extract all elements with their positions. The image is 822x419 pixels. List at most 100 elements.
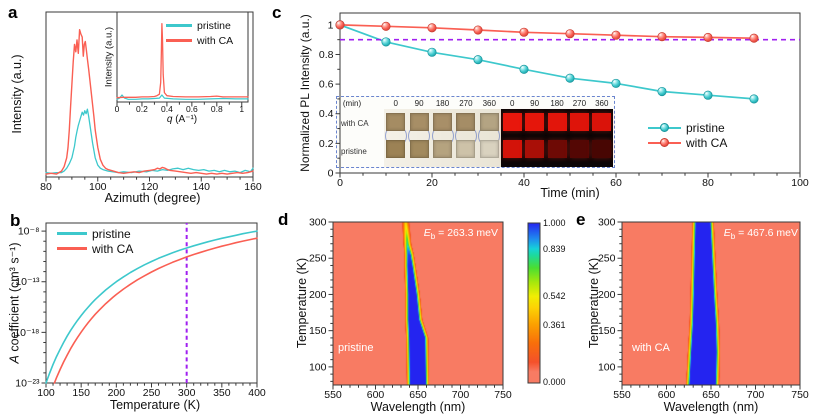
- panel-a-x-axis-title: Azimuth (degree): [104, 191, 201, 205]
- inset-x-title-symbol: q: [166, 114, 173, 125]
- legend-label-with-ca: with CA: [197, 34, 234, 47]
- daylight-square-with-ca: [456, 113, 476, 131]
- data-point-pristine: [519, 64, 529, 74]
- colorbar-label-2: 0.839: [543, 244, 566, 254]
- data-curve: [339, 24, 755, 40]
- uv-square-pristine: [525, 140, 545, 158]
- data-point-pristine: [381, 37, 391, 47]
- photo-time-label: 90: [414, 99, 424, 108]
- data-point-pristine: [335, 20, 345, 30]
- data-curve: [339, 24, 755, 100]
- tick-label: 200: [309, 289, 327, 301]
- tick-label: 0.2: [319, 138, 334, 150]
- data-point-with-CA: [381, 21, 391, 31]
- tick-label: 80: [702, 177, 714, 189]
- legend-label-with-ca: with CA: [92, 241, 134, 256]
- photo-time-label: 270: [459, 99, 473, 108]
- data-point-pristine: [473, 55, 483, 65]
- tick-label: 1: [239, 104, 244, 114]
- panel-b-label: b: [10, 211, 21, 230]
- data-point-with-CA: [519, 27, 529, 37]
- inset-y-axis-title: Intensity (a.u.): [103, 26, 115, 88]
- inset-legend: pristine with CA: [166, 18, 233, 48]
- panel-c-y-axis-title: Normalized PL Intensity (a.u.): [298, 14, 312, 172]
- tick-label: 0.8: [211, 104, 223, 114]
- uv-square-with-ca: [592, 113, 612, 131]
- tick-label: 300: [309, 217, 327, 229]
- sample-photo-inset: with CA pristine (min) 0 90 180 270 360 0 90 18…: [336, 96, 615, 168]
- daylight-square-pristine: [433, 140, 452, 158]
- legend-item-pristine: pristine: [648, 120, 727, 135]
- legend-label-pristine: pristine: [197, 19, 231, 32]
- binding-energy-label-e: Eb = 467.6 meV: [680, 227, 798, 241]
- uv-square-with-ca: [569, 113, 589, 131]
- data-point-with-CA: [565, 29, 575, 39]
- photo-time-label: 0: [509, 99, 515, 108]
- photo-time-label: 360: [482, 99, 496, 108]
- tick-label: 0.8: [319, 49, 334, 61]
- tick-label: 250: [309, 253, 327, 265]
- colorbar-label-3: 0.542: [543, 291, 566, 301]
- eb-value: = 467.6 meV: [735, 227, 798, 239]
- uv-square-pristine: [569, 140, 589, 158]
- colorbar-label-4: 0.361: [543, 320, 566, 330]
- data-curve: [116, 94, 249, 100]
- photo-time-label: 360: [595, 99, 609, 108]
- daylight-square-pristine: [479, 140, 499, 158]
- tick-label: 150: [309, 325, 327, 337]
- colorbar-label-5: 0.000: [543, 377, 566, 387]
- panel-e-y-axis-title: Temperature (K): [587, 257, 601, 349]
- panel-b-x-axis-title: Temperature (K): [109, 398, 201, 412]
- photo-time-label: 90: [530, 99, 540, 108]
- panel-d-label: d: [278, 210, 289, 229]
- photo-time-label: 180: [550, 99, 564, 108]
- heatmap-e-sample-label: with CA: [632, 342, 670, 354]
- photo-time-label: 270: [572, 99, 587, 108]
- panel-a-y-axis-title: Intensity (a.u.): [10, 54, 24, 134]
- pristine-line-swatch: [57, 232, 87, 235]
- inset-x-axis-title: q (A⁻¹): [142, 114, 222, 125]
- panel-d-x-axis-title: Wavelength (nm): [370, 400, 466, 414]
- legend-label-pristine: pristine: [92, 226, 131, 241]
- panel-b-y-title-rest: coefficient (cm³ s⁻¹): [7, 242, 22, 356]
- with-ca-line-swatch: [57, 247, 87, 250]
- daylight-square-with-ca: [433, 113, 452, 131]
- data-point-pristine: [703, 90, 713, 100]
- daylight-square-with-ca: [409, 113, 429, 131]
- tick-label: 0: [115, 104, 120, 114]
- legend-item-with-ca: with CA: [166, 33, 233, 48]
- uv-square-with-ca: [502, 113, 522, 131]
- tick-label: 0: [337, 177, 343, 189]
- panel-b-y-title-symbol: A: [7, 355, 22, 364]
- panel-d-y-axis-title: Temperature (K): [295, 257, 309, 349]
- legend-item-pristine: pristine: [166, 18, 233, 33]
- data-point-pristine: [427, 47, 437, 57]
- data-point-with-CA: [335, 20, 345, 30]
- uv-square-pristine: [502, 140, 522, 158]
- heatmap-with-ca: [622, 222, 800, 385]
- panel-a-label: a: [8, 3, 18, 22]
- eb-value: = 263.3 meV: [435, 227, 498, 239]
- daylight-square-with-ca: [386, 113, 406, 131]
- data-point-with-CA: [703, 32, 713, 42]
- data-point-with-CA: [473, 25, 483, 35]
- with-ca-marker: [660, 138, 669, 147]
- panel-e-label: e: [576, 210, 586, 229]
- photo-row-label-pristine: pristine: [341, 147, 367, 156]
- eb-symbol: E: [423, 227, 431, 239]
- data-point-pristine: [611, 78, 621, 88]
- panel-c-label: c: [272, 3, 282, 22]
- with-ca-line-swatch: [166, 39, 192, 42]
- data-curve: [53, 237, 258, 384]
- tick-label: 1: [328, 19, 334, 31]
- eb-subscript: b: [730, 232, 736, 242]
- tick-label: 100: [791, 177, 809, 189]
- tick-label: 0.4: [319, 108, 334, 120]
- data-point-pristine: [565, 73, 575, 83]
- panel-b-legend: pristine with CA: [57, 226, 133, 256]
- data-point-with-CA: [657, 32, 667, 42]
- tick-label: 100: [309, 361, 327, 373]
- tick-label: 0.6: [186, 104, 198, 114]
- data-point-pristine: [657, 86, 667, 97]
